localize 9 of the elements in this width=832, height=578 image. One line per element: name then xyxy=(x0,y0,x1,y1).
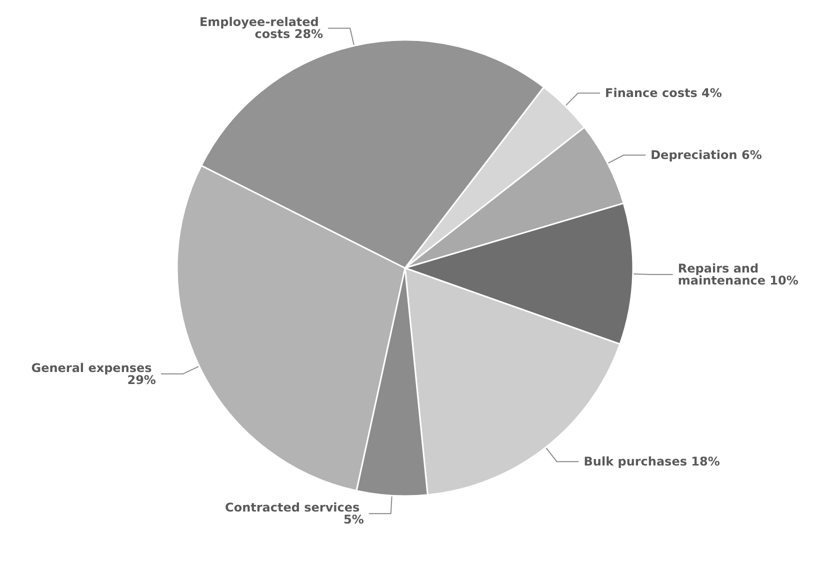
data-label: 5% xyxy=(343,512,364,527)
data-label: 29% xyxy=(127,372,156,387)
slice-label: Repairs and maintenance 10% xyxy=(678,261,798,288)
slice-label: Employee-related costs 28% xyxy=(199,15,324,42)
slice-label: Depreciation 6% xyxy=(650,148,762,162)
slice-label: General expenses xyxy=(31,360,156,375)
slice-label: Bulk purchases 18% xyxy=(584,454,720,469)
slice-label: Finance costs 4% xyxy=(605,86,722,100)
slice-label: Contracted services xyxy=(225,500,364,515)
